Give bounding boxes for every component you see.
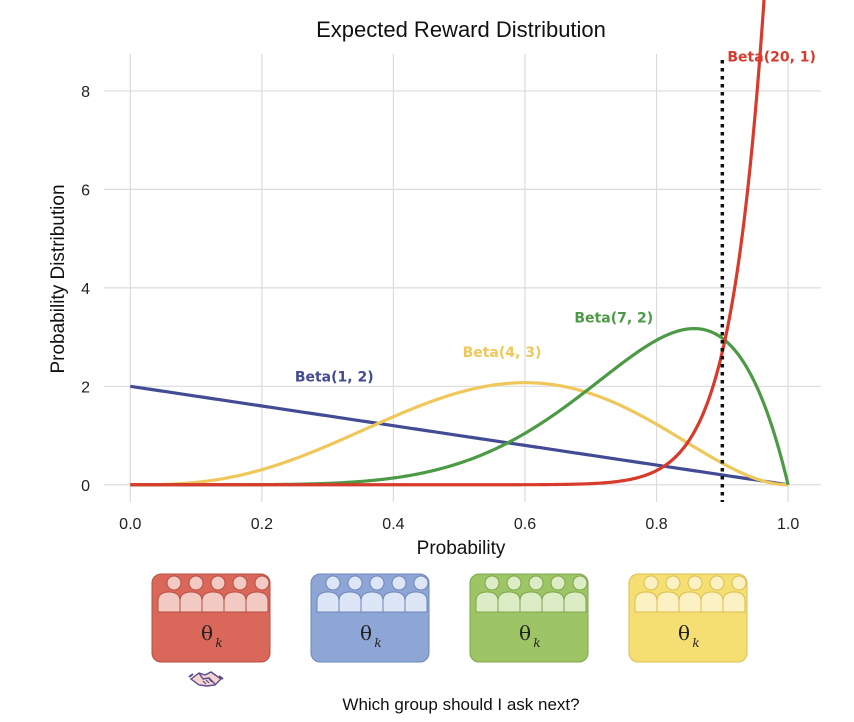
people-icon xyxy=(475,575,588,613)
y-tick-label: 0 xyxy=(81,478,90,495)
series-label: Beta(20, 1) xyxy=(727,49,816,65)
x-axis-label: Probability xyxy=(417,538,506,559)
y-tick-label: 4 xyxy=(81,281,90,298)
y-tick-label: 2 xyxy=(81,379,90,396)
theta-subscript: k xyxy=(533,636,540,650)
x-tick-label: 0.2 xyxy=(251,516,273,533)
x-tick-label: 0.6 xyxy=(514,516,536,533)
series-line xyxy=(130,384,789,487)
series-label: Beta(7, 2) xyxy=(574,310,653,326)
series-label: Beta(4, 3) xyxy=(463,345,542,361)
y-tick-label: 6 xyxy=(81,182,90,199)
x-tick-label: 0.8 xyxy=(645,516,667,533)
theta-label: θ xyxy=(519,621,531,645)
y-tick-label: 8 xyxy=(81,84,90,101)
caption: Which group should I ask next? xyxy=(342,695,579,714)
theta-label: θ xyxy=(360,621,372,645)
x-tick-label: 1.0 xyxy=(777,516,799,533)
series-label: Beta(1, 2) xyxy=(295,369,374,385)
x-tick-label: 0.4 xyxy=(382,516,404,533)
people-icon xyxy=(157,575,270,613)
people-icon xyxy=(316,575,429,613)
grid-lines xyxy=(104,54,821,502)
people-icon xyxy=(634,575,747,613)
theta-label: θ xyxy=(201,621,213,645)
series-line xyxy=(130,381,789,487)
x-ticks: 0.0 0.2 0.4 0.6 0.8 1.0 xyxy=(119,516,799,533)
handshake-icon xyxy=(188,671,224,687)
theta-subscript: k xyxy=(374,636,381,650)
plot-area xyxy=(104,54,821,502)
theta-subscript: k xyxy=(215,636,222,650)
theta-label: θ xyxy=(678,621,690,645)
series-line xyxy=(130,0,766,487)
y-axis-label: Probability Distribution xyxy=(48,184,69,373)
theta-subscript: k xyxy=(692,636,699,650)
x-tick-label: 0.0 xyxy=(119,516,141,533)
chart-title: Expected Reward Distribution xyxy=(316,17,606,42)
y-ticks: 0 2 4 6 8 xyxy=(81,84,90,495)
curves xyxy=(130,0,790,487)
series-labels: Beta(1, 2) Beta(4, 3) Beta(7, 2) Beta(20, 1… xyxy=(295,49,816,385)
